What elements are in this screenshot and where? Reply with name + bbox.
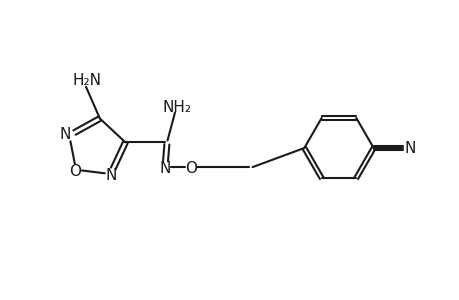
Text: O: O	[69, 164, 81, 179]
Text: N: N	[60, 127, 71, 142]
Text: O: O	[185, 160, 196, 175]
Text: N: N	[404, 140, 415, 155]
Text: N: N	[159, 160, 170, 175]
Text: NH₂: NH₂	[162, 100, 191, 115]
Text: H₂N: H₂N	[73, 74, 101, 88]
Text: N: N	[106, 169, 117, 184]
